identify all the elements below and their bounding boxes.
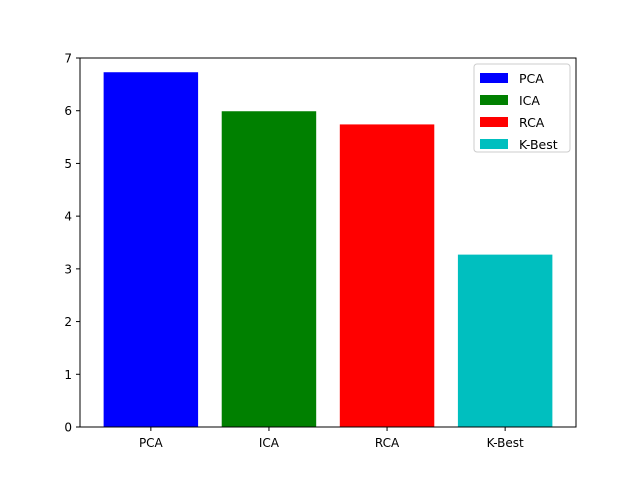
legend-label: RCA xyxy=(519,115,545,130)
plot-frame xyxy=(79,57,577,428)
legend-swatch xyxy=(480,95,508,105)
x-tick-label: ICA xyxy=(259,436,280,450)
bars-group xyxy=(103,72,553,428)
bar-k-best xyxy=(457,254,553,427)
bar-ica xyxy=(221,111,317,428)
x-tick-label: PCA xyxy=(139,436,164,450)
y-tick-label: 3 xyxy=(64,262,72,276)
legend-swatch xyxy=(480,73,508,83)
legend-label: K-Best xyxy=(519,137,558,152)
x-axis: PCA ICA RCA K-Best xyxy=(139,427,524,450)
x-tick-label: RCA xyxy=(375,436,400,450)
y-tick-label: 0 xyxy=(64,421,72,435)
legend-label: ICA xyxy=(519,93,540,108)
legend-swatch xyxy=(480,117,508,127)
y-tick-label: 7 xyxy=(64,52,72,66)
y-tick-label: 4 xyxy=(64,210,72,224)
legend-label: PCA xyxy=(519,71,544,86)
bar-rca xyxy=(339,124,435,428)
y-axis: 0 1 2 3 4 5 6 7 xyxy=(64,52,80,435)
y-tick-label: 5 xyxy=(64,157,72,171)
legend-swatch xyxy=(480,139,508,149)
y-tick-label: 6 xyxy=(64,104,72,118)
legend: PCA ICA RCA K-Best xyxy=(473,63,571,153)
y-tick-label: 2 xyxy=(64,315,72,329)
x-tick-label: K-Best xyxy=(487,436,524,450)
legend-box xyxy=(473,63,571,153)
bar-pca xyxy=(103,72,199,428)
y-tick-label: 1 xyxy=(64,368,72,382)
